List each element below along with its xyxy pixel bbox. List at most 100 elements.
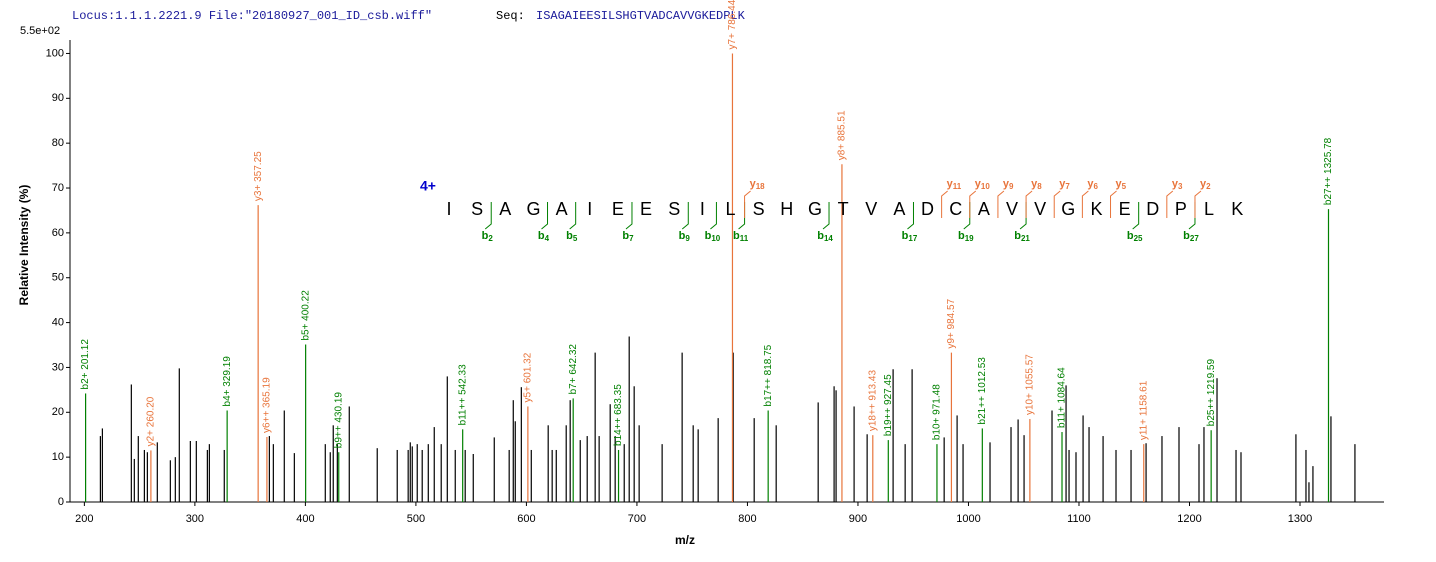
peak-label: b11++ 542.33 [457,364,468,425]
y-ion-marker [1025,190,1033,218]
b-ion-letter: b [482,230,489,242]
y-ion-number: 5 [1122,182,1127,191]
peak-label: y2+ 260.20 [146,396,157,446]
y-tick-label: 50 [52,272,64,284]
b-ion-letter: b [817,230,824,242]
y-ion-number: 6 [1094,182,1099,191]
y-ion-marker [744,190,751,218]
y-ion-marker [1081,190,1089,218]
b-ion-number: 2 [488,234,493,243]
residue: G [526,199,540,219]
y-tick-label: 20 [52,406,64,418]
x-tick-label: 600 [517,513,535,525]
residue: I [700,199,705,219]
y-ion-label: y3 [1172,178,1183,191]
peak-label: b10+ 971.48 [932,384,943,440]
b-ion-number: 25 [1134,234,1143,243]
b-ion-letter: b [705,230,712,242]
residue: I [446,199,451,219]
x-tick-label: 400 [296,513,314,525]
b-ion-letter: b [958,230,965,242]
b-ion-label: b27 [1183,230,1199,243]
y-ion-marker [1166,190,1174,218]
y-ion-letter: y [947,178,954,190]
x-tick-label: 1000 [956,513,980,525]
y-ion-number: 3 [1178,182,1183,191]
residue: H [780,199,793,219]
y-max-label: 5.5e+02 [20,25,60,37]
y-ion-number: 10 [981,182,990,191]
peak-label: b2+ 201.12 [80,339,91,390]
b-ion-number: 7 [629,234,634,243]
b-ion-marker [541,202,549,230]
y-ion-letter: y [1003,178,1010,190]
b-ion-label: b17 [902,230,918,243]
peak-label: b17++ 818.75 [763,344,774,406]
peak-label: y10+ 1055.57 [1025,354,1036,415]
b-ion-marker [710,202,717,230]
b-ion-label: b2 [482,230,494,243]
b-ion-label: b10 [705,230,721,243]
residue: D [921,199,934,219]
peak-label: y3+ 357.25 [253,151,264,201]
b-ion-label: b19 [958,230,974,243]
y-tick-label: 90 [52,92,64,104]
b-ion-label: b14 [817,230,833,243]
residue: P [1175,199,1187,219]
y-ion-number: 11 [953,182,962,191]
x-tick-label: 900 [849,513,867,525]
x-axis-label: m/z [675,533,695,547]
b-ion-number: 11 [740,234,749,243]
b-ion-number: 27 [1190,234,1199,243]
y-ion-label: y11 [947,178,962,191]
peak-label: b25++ 1219.59 [1206,359,1217,427]
residue: V [1034,199,1046,219]
x-tick-label: 1300 [1288,513,1312,525]
b-ion-marker [1188,202,1196,230]
peak-label: y6++ 365.19 [262,377,273,433]
charge: 4+ [420,178,436,194]
peak-label: b11+ 1084.64 [1057,367,1068,428]
b-ion-letter: b [1127,230,1134,242]
x-tick-label: 800 [738,513,756,525]
y-ion-marker [1053,190,1061,218]
peak-label: b19++ 927.45 [883,374,894,436]
b-ion-marker [738,202,746,230]
b-ion-letter: b [622,230,629,242]
b-ion-label: b4 [538,230,550,243]
b-ion-label: b9 [679,230,691,243]
peak-label: y8+ 885.51 [837,110,848,160]
y-ion-label: y9 [1003,178,1014,191]
y-ion-label: y18 [750,178,766,191]
residue: L [725,199,735,219]
y-ion-letter: y [975,178,982,190]
residue: S [668,199,680,219]
y-tick-label: 10 [52,451,64,463]
b-ion-marker [822,202,830,230]
b-ion-label: b7 [622,230,634,243]
y-ion-letter: y [1059,178,1066,190]
residue: G [1061,199,1075,219]
b-ion-letter: b [1014,230,1021,242]
y-ion-number: 8 [1037,182,1042,191]
residue: E [612,199,624,219]
y-tick-label: 70 [52,182,64,194]
residue: I [587,199,592,219]
b-ion-letter: b [679,230,686,242]
y-ion-number: 18 [756,182,765,191]
b-ion-marker [625,202,633,230]
residue: V [865,199,877,219]
residue: E [1119,199,1131,219]
residue: A [499,199,511,219]
y-ion-label: y5 [1116,178,1127,191]
y-ion-marker [969,190,977,218]
peak-label: b9++ 430.19 [333,392,344,449]
residue: V [1006,199,1018,219]
x-tick-label: 300 [186,513,204,525]
y-ion-marker [1194,190,1202,218]
y-ion-letter: y [1087,178,1094,190]
residue: D [1146,199,1159,219]
peak-label: y11+ 1158.61 [1138,380,1149,440]
residue: K [1231,199,1243,219]
residue: T [838,199,849,219]
